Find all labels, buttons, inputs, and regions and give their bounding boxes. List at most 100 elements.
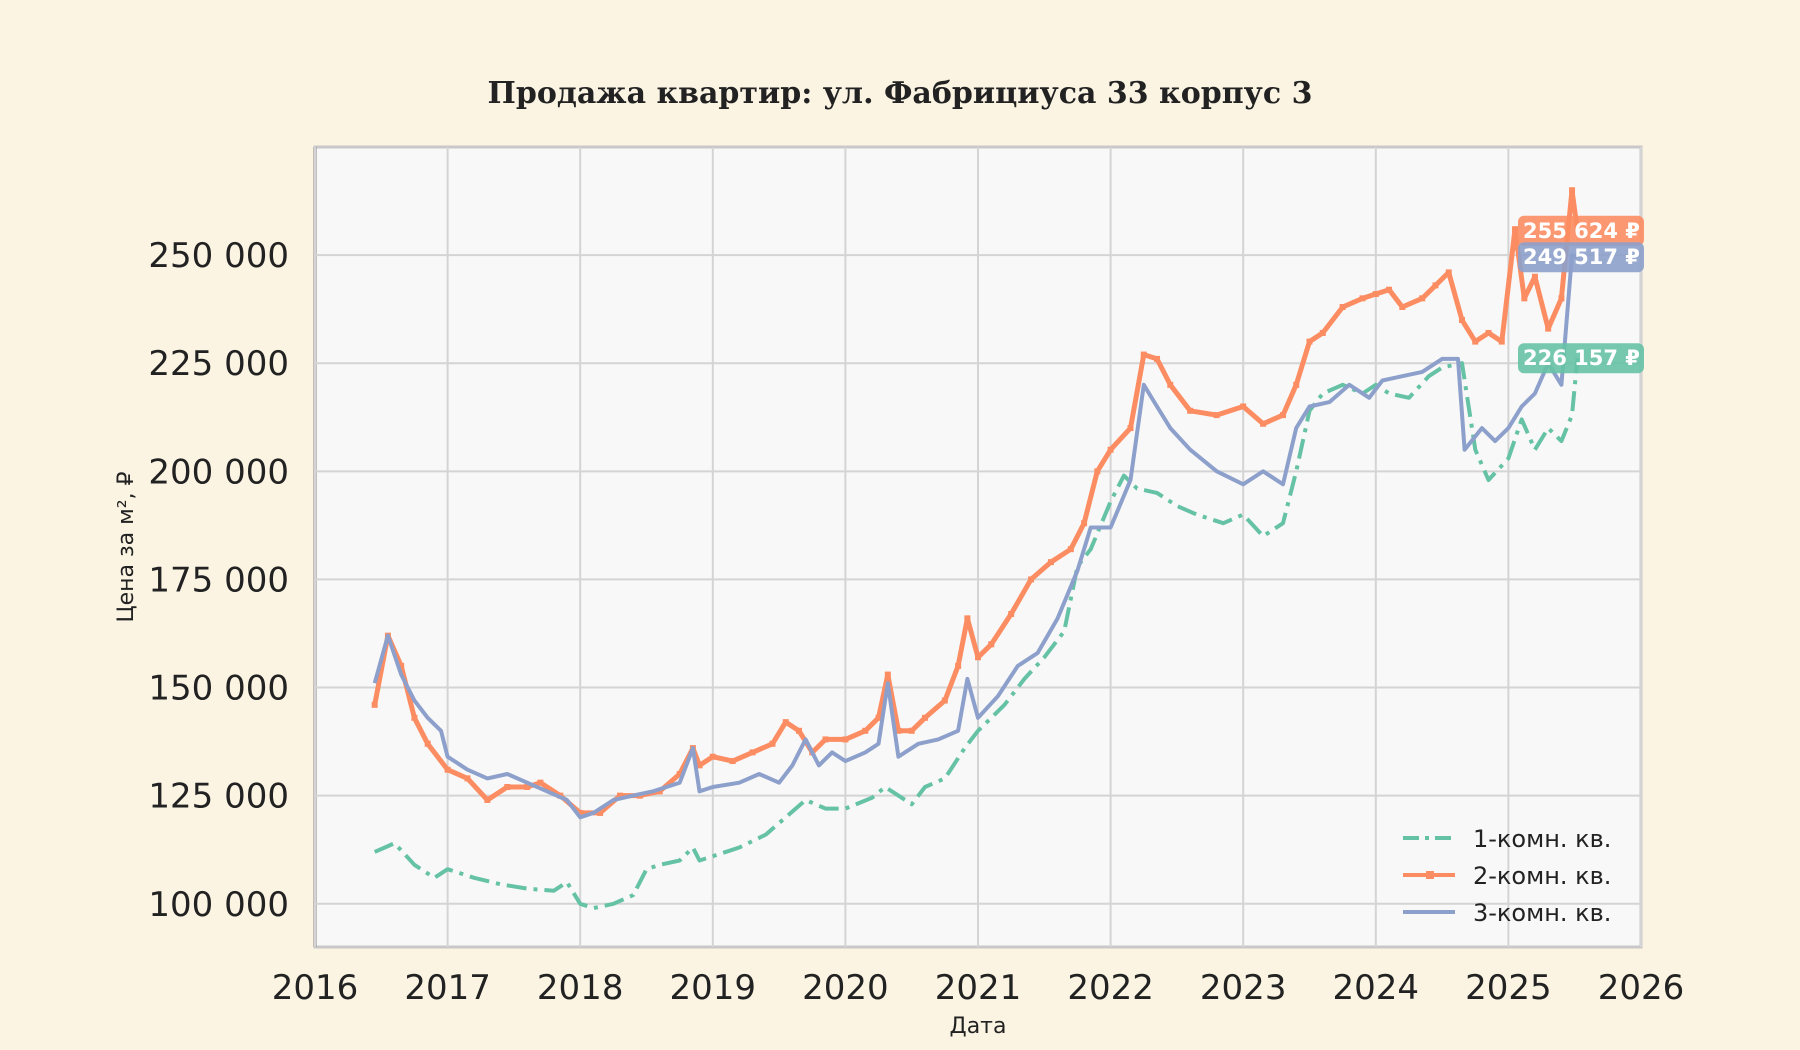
legend-marker (1426, 871, 1434, 879)
y-tick-label: 250 000 (148, 236, 289, 276)
series-marker (1558, 295, 1565, 302)
series-marker (1569, 187, 1576, 194)
y-tick-label: 225 000 (148, 344, 289, 384)
y-tick-label: 100 000 (148, 885, 289, 925)
series-marker (921, 714, 928, 721)
x-tick-label: 2026 (1598, 968, 1685, 1008)
series-marker (1372, 291, 1379, 298)
series-marker (964, 615, 971, 622)
series-marker (504, 784, 511, 790)
series-marker (411, 714, 418, 721)
x-axis-label: Дата (950, 1014, 1007, 1039)
x-tick-label: 2025 (1465, 968, 1552, 1008)
series-line-1 (373, 358, 1580, 911)
series-marker (1512, 226, 1519, 233)
series-marker (822, 736, 829, 743)
grid (314, 147, 1642, 947)
x-tick-label: 2022 (1067, 968, 1154, 1008)
end-labels: 226 157 ₽ 255 624 ₽249 517 ₽ (1518, 215, 1644, 374)
y-tick-label: 150 000 (148, 669, 289, 709)
legend-label-3: 3-комн. кв. (1473, 899, 1611, 927)
x-tick-labels: 2016 2017 2018 2019 2020 2021 2022 2023 2024 2025… (272, 968, 1685, 1008)
series-marker (941, 697, 948, 704)
series-marker (696, 762, 703, 769)
x-tick-label: 2017 (404, 968, 491, 1008)
series-marker (1485, 329, 1492, 336)
y-tick-label: 200 000 (148, 452, 289, 492)
chart-title: Продажа квартир: ул. Фабрициуса 33 корпу… (488, 76, 1313, 111)
x-tick-label: 2021 (935, 968, 1022, 1008)
series-marker (1531, 273, 1538, 280)
series-marker (1498, 338, 1505, 345)
series-marker (795, 727, 802, 734)
series-marker (709, 753, 716, 760)
series-marker (577, 809, 584, 816)
series-marker (1213, 412, 1220, 419)
series-marker (1472, 338, 1479, 345)
y-axis-label: Цена за м², ₽ (114, 471, 139, 622)
series-marker (1306, 338, 1313, 345)
x-tick-label: 2023 (1200, 968, 1287, 1008)
series-marker (1432, 282, 1439, 289)
series-marker (782, 719, 789, 726)
series-marker (1339, 304, 1346, 310)
series-marker (1260, 420, 1267, 427)
series-marker (862, 727, 869, 734)
series-marker (1521, 295, 1528, 302)
series-marker (1545, 325, 1552, 332)
series-marker (616, 792, 623, 799)
series-marker (424, 740, 431, 747)
series-marker (1319, 329, 1326, 336)
series-marker (769, 740, 776, 747)
y-tick-label: 125 000 (148, 777, 289, 817)
series-marker (1399, 304, 1406, 310)
end-label-1: 226 157 ₽ (1523, 346, 1640, 370)
series-marker (656, 788, 663, 795)
series-marker (1094, 468, 1101, 475)
series-marker (398, 662, 405, 669)
series-marker (1107, 446, 1114, 453)
series-marker (955, 662, 962, 669)
series-marker (1127, 425, 1134, 432)
series-marker (1140, 351, 1147, 358)
end-label-2: 255 624 ₽ (1523, 219, 1640, 243)
series-marker (1081, 520, 1088, 527)
end-label-box-2 (1518, 215, 1644, 246)
series-marker (1279, 412, 1286, 419)
series-lines (371, 187, 1581, 911)
series-marker (975, 654, 981, 661)
series-marker (1154, 355, 1161, 362)
series-marker (371, 701, 378, 708)
x-tick-label: 2018 (537, 968, 624, 1008)
series-marker (597, 809, 604, 816)
series-marker (524, 784, 531, 790)
x-tick-label: 2024 (1333, 968, 1420, 1008)
series-marker (884, 671, 891, 678)
series-marker (729, 758, 736, 765)
x-tick-label: 2016 (272, 968, 359, 1008)
series-marker (1167, 381, 1174, 388)
series-marker (537, 779, 544, 786)
y-tick-labels: 100 000 125 000 150 000 175 000 200 000 225 0… (148, 236, 289, 925)
legend-label-2: 2-комн. кв. (1473, 862, 1611, 890)
series-marker (1359, 295, 1366, 302)
x-tick-label: 2019 (670, 968, 757, 1008)
y-tick-label: 175 000 (148, 560, 289, 600)
series-marker (1458, 316, 1465, 323)
series-line-3 (372, 253, 1579, 820)
legend: 1-комн. кв. 2-комн. кв. 3-комн. кв. (1403, 825, 1611, 927)
series-marker (444, 766, 451, 773)
series-marker (464, 775, 471, 782)
series-marker (1445, 269, 1452, 276)
x-tick-label: 2020 (802, 968, 889, 1008)
series-marker (1386, 286, 1393, 293)
end-label-box-3 (1518, 242, 1644, 273)
series-marker (676, 771, 683, 778)
series-marker (1047, 559, 1054, 566)
series-marker (1187, 407, 1194, 414)
series-marker (842, 736, 849, 743)
series-marker (908, 727, 915, 734)
series-marker (875, 714, 882, 721)
series-marker (1240, 403, 1247, 410)
